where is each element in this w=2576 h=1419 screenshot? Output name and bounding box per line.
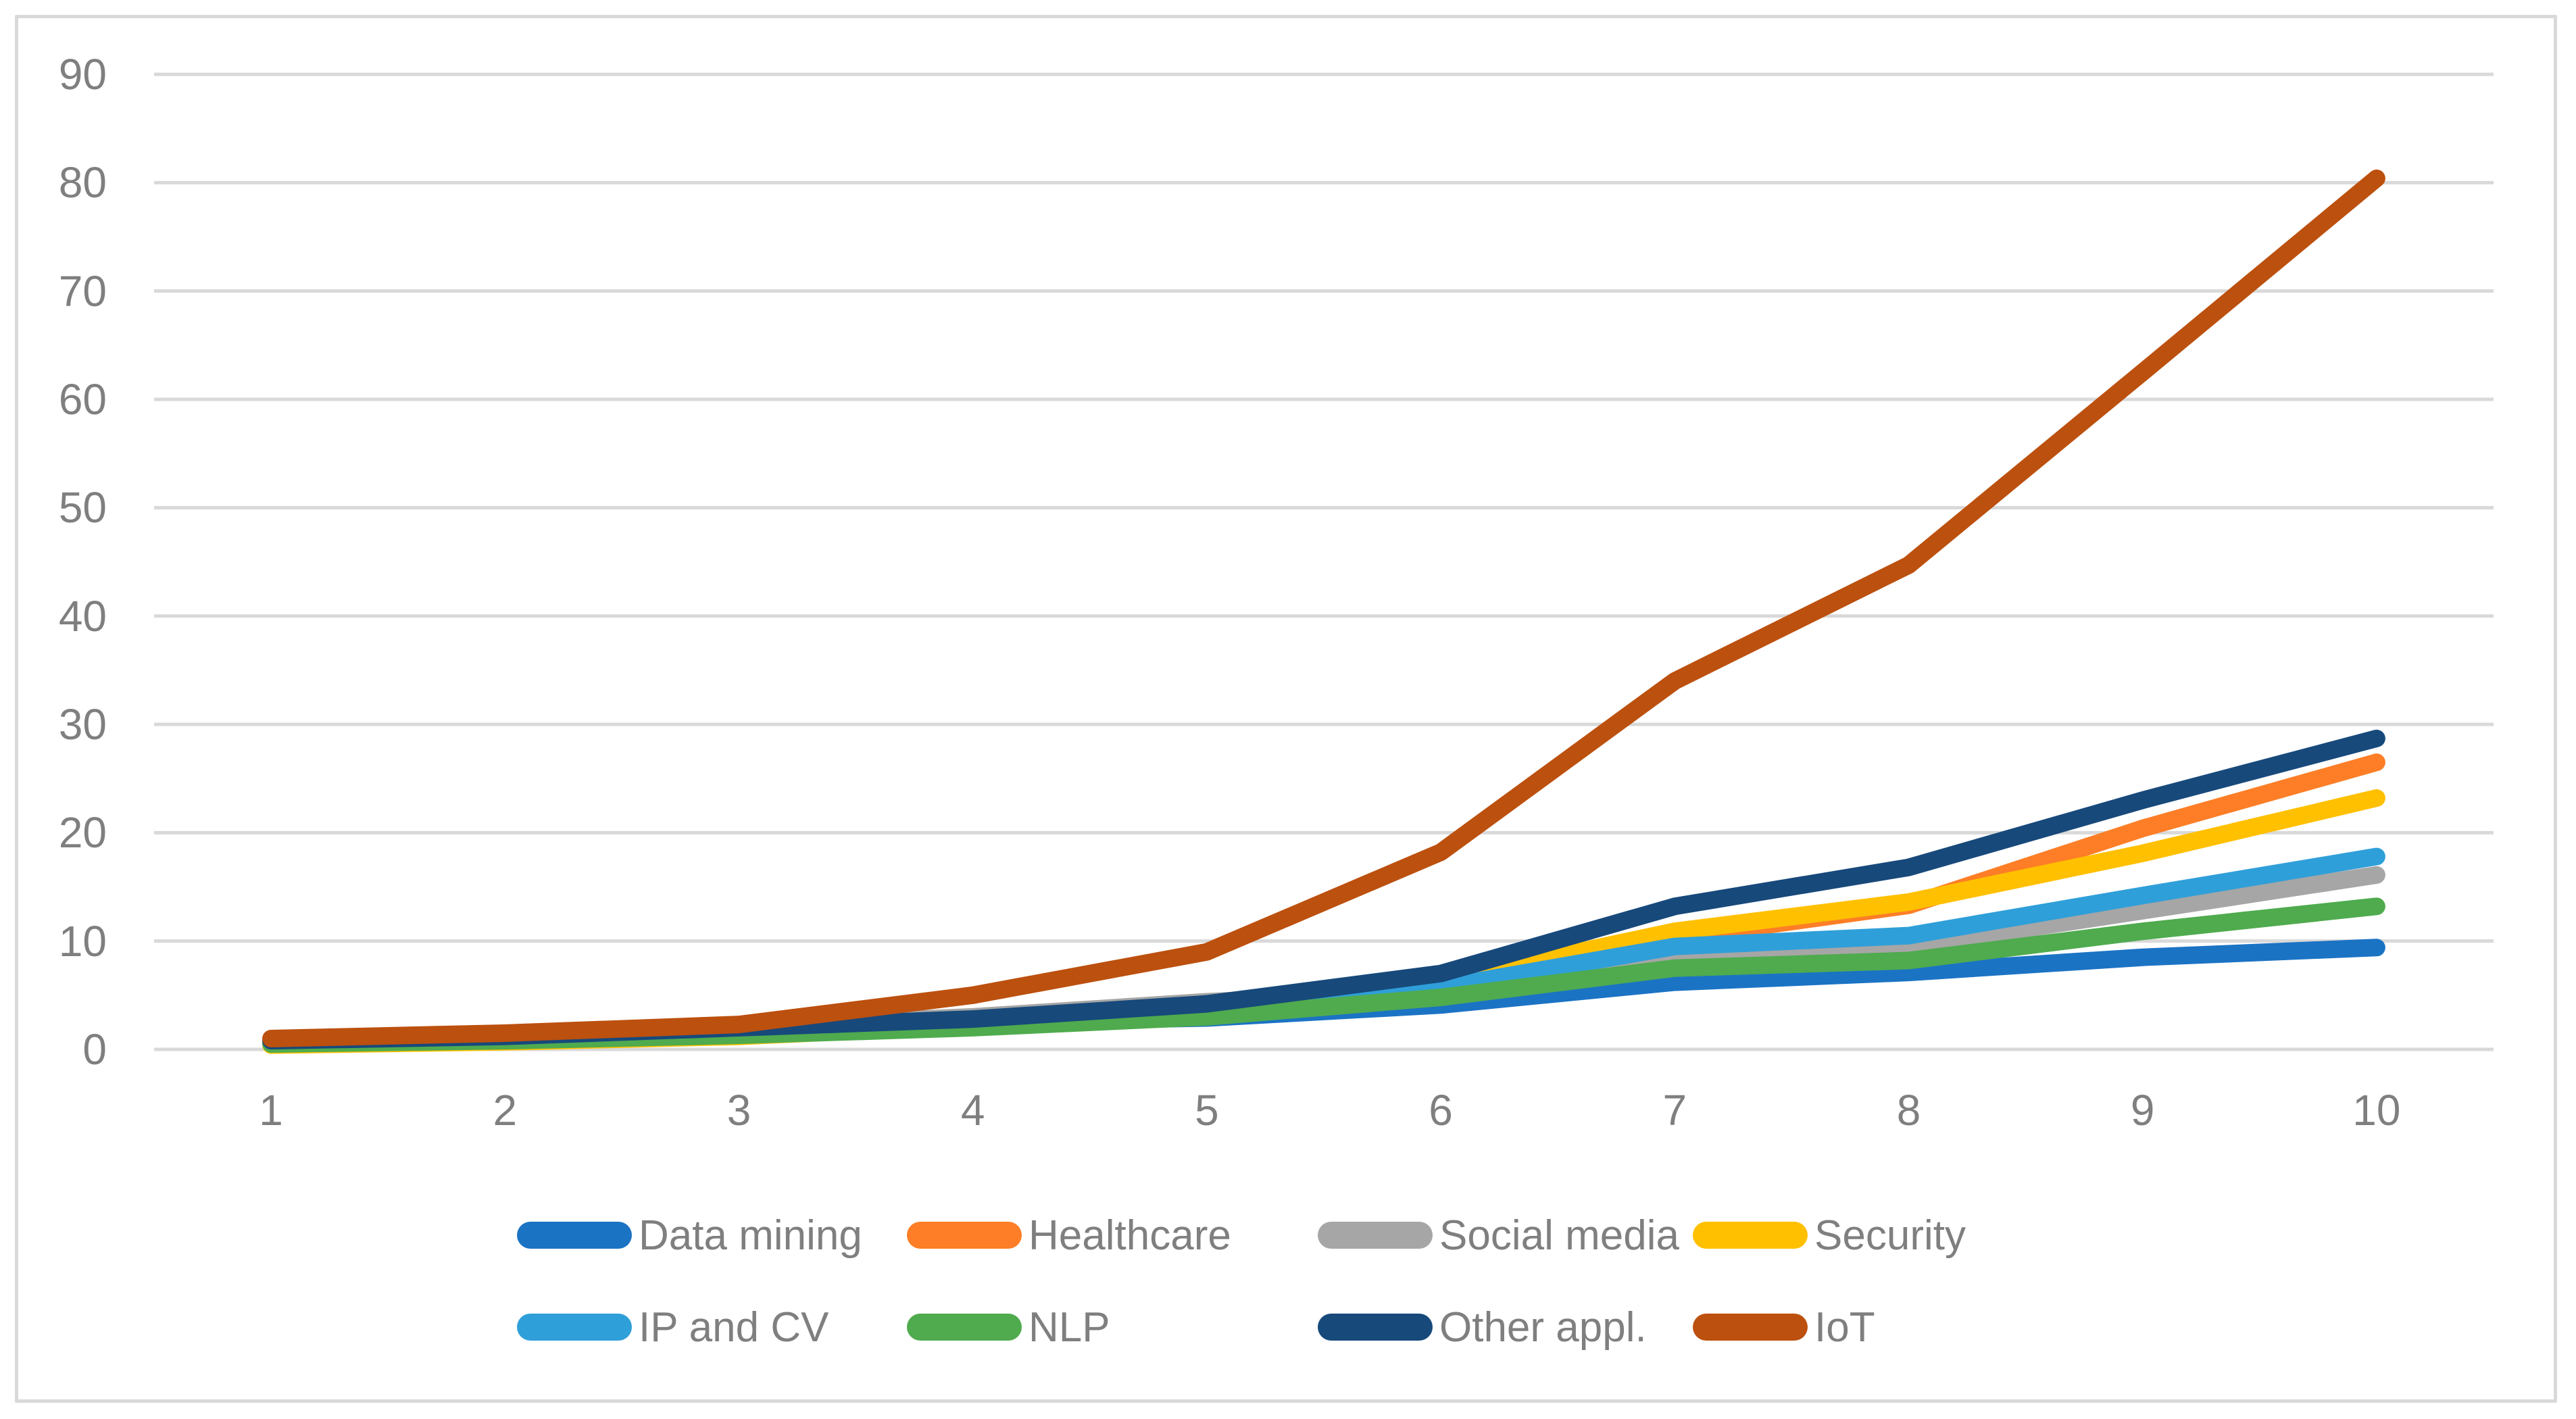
legend-swatch-icon (1693, 1222, 1808, 1249)
legend-swatch-icon (517, 1314, 632, 1341)
legend-item-ip-and-cv: IP and CV (517, 1303, 828, 1351)
x-tick-label-10: 10 (2352, 1086, 2401, 1135)
y-tick-label-90: 90 (58, 50, 107, 99)
y-tick-label-10: 10 (58, 916, 107, 966)
y-tick-label-0: 0 (82, 1025, 107, 1074)
x-tick-label-2: 2 (493, 1086, 518, 1135)
legend-label: Other appl. (1439, 1303, 1647, 1351)
y-tick-label-70: 70 (58, 266, 107, 316)
y-tick-label-80: 80 (58, 158, 107, 207)
legend-label: IoT (1814, 1303, 1875, 1351)
x-tick-label-8: 8 (1896, 1086, 1921, 1135)
legend-label: Healthcare (1029, 1212, 1231, 1259)
y-tick-label-20: 20 (58, 808, 107, 857)
y-tick-label-30: 30 (58, 700, 107, 749)
legend-item-security: Security (1693, 1211, 1966, 1260)
x-tick-label-4: 4 (960, 1086, 985, 1135)
y-tick-label-50: 50 (58, 483, 107, 532)
series-line-iot (262, 169, 2385, 1047)
legend-swatch-icon (1318, 1314, 1433, 1341)
legend-label: NLP (1029, 1303, 1110, 1351)
x-tick-label-6: 6 (1429, 1086, 1453, 1135)
y-tick-label-40: 40 (58, 591, 107, 641)
legend-swatch-icon (907, 1222, 1022, 1249)
x-tick-label-3: 3 (726, 1086, 751, 1135)
x-tick-label-5: 5 (1195, 1086, 1219, 1135)
legend-label: Social media (1439, 1212, 1679, 1259)
legend-item-healthcare: Healthcare (907, 1211, 1231, 1260)
legend-swatch-icon (517, 1222, 632, 1249)
x-tick-label-7: 7 (1662, 1086, 1687, 1135)
legend-label: Security (1814, 1212, 1966, 1259)
x-tick-label-1: 1 (259, 1086, 283, 1135)
legend-label: IP and CV (639, 1303, 829, 1351)
legend-item-nlp: NLP (907, 1303, 1110, 1351)
legend-item-social-media: Social media (1318, 1211, 1679, 1260)
legend-item-iot: IoT (1693, 1303, 1875, 1351)
legend-item-other-appl-: Other appl. (1318, 1303, 1647, 1351)
legend-swatch-icon (1693, 1314, 1808, 1341)
legend-label: Data mining (639, 1212, 862, 1259)
y-tick-label-60: 60 (58, 375, 107, 424)
legend-swatch-icon (1318, 1222, 1433, 1249)
x-tick-label-9: 9 (2130, 1086, 2155, 1135)
legend-item-data-mining: Data mining (517, 1211, 862, 1260)
legend-swatch-icon (907, 1314, 1022, 1341)
series-line-other-appl- (262, 729, 2385, 1050)
